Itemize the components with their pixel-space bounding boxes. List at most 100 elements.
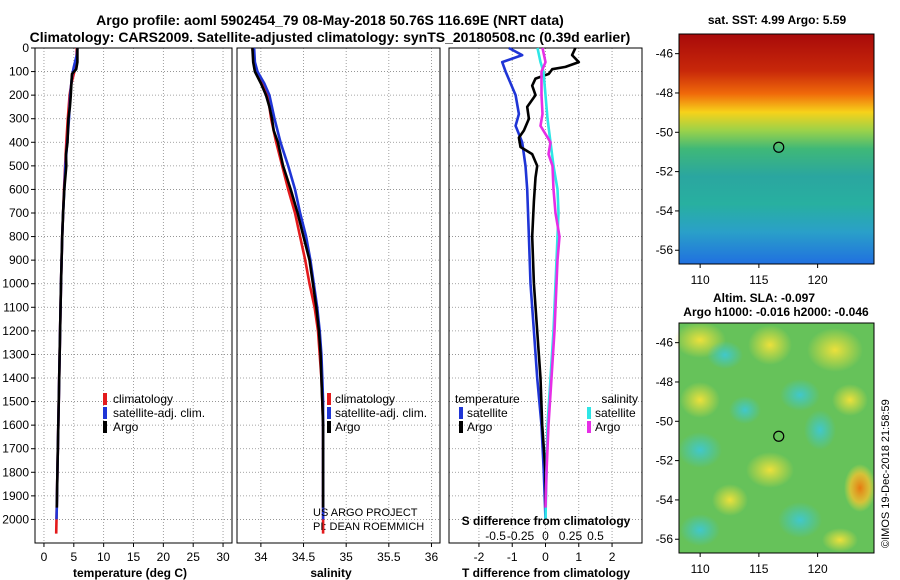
y-tick-label: 1000 [2, 277, 29, 291]
legend-sal-satellite: satellite [595, 406, 636, 420]
legend-temp-argo: Argo [467, 420, 493, 434]
sla-blob [804, 410, 836, 450]
x-tick-label: 15 [127, 550, 141, 564]
x-tick-label: 0 [41, 550, 48, 564]
map-y-tick-label: -54 [656, 493, 674, 507]
legend-climatology: climatology [113, 392, 173, 406]
legend-swatch-temp-satellite [459, 407, 463, 419]
sla-blob [746, 452, 794, 488]
x-tick-label: 1 [575, 550, 582, 564]
temperature-x-ticks: 0 5 10 15 20 25 30 [41, 543, 230, 564]
x-tick-label: 34 [254, 550, 268, 564]
sla-blob [729, 396, 761, 424]
difference-lines [500, 46, 581, 520]
sla-blob [780, 379, 820, 411]
legend-swatch-sal-argo [587, 421, 591, 433]
x2-tick-label: -0.25 [507, 529, 535, 543]
t-difference-x-ticks: -2 -1 0 1 2 [474, 543, 616, 564]
y-tick-label: 800 [9, 230, 29, 244]
y-tick-label: 300 [9, 112, 29, 126]
sla-blob [832, 384, 868, 416]
series-line-argo [55, 48, 79, 508]
s-difference-label: S difference from climatology [462, 514, 631, 528]
x-tick-label: 30 [216, 550, 230, 564]
y-tick-label: 200 [9, 88, 29, 102]
y-tick-label: 100 [9, 65, 29, 79]
x-tick-label: -2 [474, 550, 485, 564]
pi-credit: PI: DEAN ROEMMICH [313, 521, 424, 533]
map-x-tick-label: 120 [808, 273, 828, 287]
y-tick-label: 500 [9, 159, 29, 173]
title-line-1: Argo profile: aoml 5902454_79 08-May-201… [96, 12, 564, 28]
legend-swatch-argo [103, 421, 107, 433]
map-y-tick-label: -54 [656, 204, 674, 218]
sst-profile-marker [773, 141, 785, 153]
legend-argo: Argo [113, 420, 139, 434]
map-y-tick-label: -50 [656, 414, 674, 428]
y-tick-label: 900 [9, 253, 29, 267]
y-tick-label: 600 [9, 182, 29, 196]
sla-map-title: Altim. SLA: -0.097 [713, 291, 815, 305]
map-y-tick-label: -48 [656, 375, 674, 389]
sla-blob [680, 382, 720, 418]
legend-swatch-satellite [327, 407, 331, 419]
profile-location-marker [773, 430, 785, 442]
temperature-grid [35, 47, 232, 543]
legend-swatch-argo [327, 421, 331, 433]
salinity-axes-frame [236, 47, 441, 544]
y-tick-label: 1800 [2, 465, 29, 479]
sla-map: Altim. SLA: -0.097 Argo h1000: -0.016 h2… [656, 291, 876, 576]
x-tick-label: -1 [507, 550, 518, 564]
map-y-tick-label: -46 [656, 47, 674, 61]
legend-argo: Argo [335, 420, 361, 434]
sla-map-frame [678, 322, 875, 554]
series-line-argo [251, 47, 325, 508]
legend-satellite-adj: satellite-adj. clim. [335, 406, 427, 420]
legend-temp-satellite: satellite [467, 406, 508, 420]
sla-profile-marker [773, 430, 785, 442]
salinity-lines [251, 47, 325, 534]
sst-map-ticks: 110 115 120 -46 -48 -50 -52 -54 -56 [656, 47, 828, 287]
project-credit: US ARGO PROJECT [313, 507, 418, 519]
map-x-tick-label: 110 [691, 562, 710, 576]
x-tick-label: 25 [187, 550, 201, 564]
title-line-2: Climatology: CARS2009. Satellite-adjuste… [29, 29, 631, 45]
y-tick-label: 1700 [2, 442, 29, 456]
sla-blob [778, 502, 822, 538]
series-line-salinity-argo [539, 47, 561, 508]
sst-map: sat. SST: 4.99 Argo: 5.59 110 115 120 -46 -4… [656, 13, 875, 287]
difference-legend-salinity: salinity satellite Argo [587, 392, 638, 434]
sst-field [679, 34, 874, 264]
x-tick-label: 10 [97, 550, 111, 564]
map-y-tick-label: -52 [656, 165, 674, 179]
legend-salinity-title: salinity [601, 392, 638, 406]
legend-climatology: climatology [335, 392, 395, 406]
temperature-legend: climatology satellite-adj. clim. Argo [103, 392, 205, 434]
y-tick-label: 700 [9, 206, 29, 220]
imos-credit: ©IMOS 19-Dec-2018 21:58:59 [880, 399, 892, 548]
sla-blob [712, 484, 748, 516]
x2-tick-label: 0.5 [587, 529, 604, 543]
series-line-temperature-satellite [500, 46, 547, 520]
x-tick-label: 5 [70, 550, 77, 564]
y-tick-label: 0 [22, 41, 29, 55]
map-x-tick-label: 110 [691, 273, 710, 287]
temperature-x-label: temperature (deg C) [73, 566, 187, 580]
x-tick-label: 36 [425, 550, 439, 564]
depth-y-ticks: 0 100 200 300 400 500 600 700 800 900 1000 1100 1200… [2, 41, 35, 526]
y-tick-label: 1100 [3, 300, 29, 314]
profile-location-marker [773, 141, 785, 153]
x-tick-label: 34.5 [292, 550, 316, 564]
y-tick-label: 2000 [2, 512, 29, 526]
series-line-temperature-argo [517, 47, 581, 508]
y-tick-label: 1200 [2, 324, 29, 338]
legend-swatch-sal-satellite [587, 407, 591, 419]
temperature-lines [54, 47, 79, 534]
y-tick-label: 400 [9, 135, 29, 149]
x2-tick-label: 0 [542, 529, 549, 543]
x-tick-label: 35.5 [377, 550, 401, 564]
sla-anomaly-blobs [674, 322, 876, 552]
map-y-tick-label: -46 [656, 336, 674, 350]
map-y-tick-label: -56 [656, 243, 674, 257]
